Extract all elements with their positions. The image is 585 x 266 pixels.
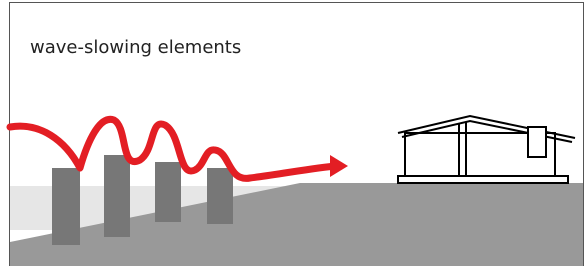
house-window — [528, 127, 546, 157]
page: wave-slowing elements (() => { const dat… — [0, 0, 585, 266]
house-base — [398, 176, 568, 183]
pillar — [52, 168, 80, 245]
pillar — [104, 155, 130, 237]
diagram-title: wave-slowing elements — [30, 37, 241, 58]
diagram: wave-slowing elements — [0, 0, 585, 266]
pillar — [207, 168, 233, 224]
pillar — [155, 162, 181, 222]
